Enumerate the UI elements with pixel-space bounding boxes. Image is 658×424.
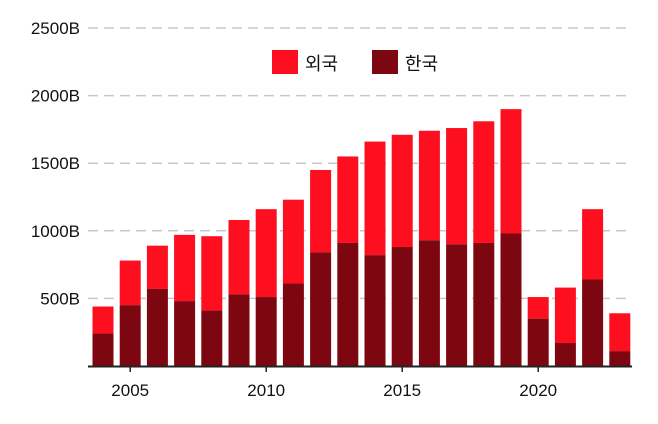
- bar-foreign-2004: [92, 306, 114, 334]
- bar-foreign-2010: [255, 209, 277, 298]
- y-tick-label: 2000B: [31, 87, 80, 106]
- bar-foreign-2007: [174, 234, 196, 302]
- bar-korea-2012: [310, 252, 332, 366]
- bar-foreign-2008: [201, 236, 223, 311]
- bar-foreign-2014: [364, 141, 386, 256]
- bar-foreign-2020: [527, 297, 549, 319]
- bar-korea-2021: [554, 343, 576, 366]
- bar-korea-2015: [391, 247, 413, 366]
- bar-foreign-2011: [282, 199, 304, 284]
- bar-foreign-2006: [146, 245, 168, 289]
- x-tick-label: 2010: [247, 381, 285, 400]
- bar-korea-2005: [119, 305, 141, 366]
- legend-label-korea: 한국: [405, 54, 438, 74]
- y-tick-label: 2500B: [31, 19, 80, 38]
- legend-label-foreign: 외국: [305, 54, 338, 74]
- y-tick-label: 500B: [40, 289, 80, 308]
- bar-foreign-2009: [228, 219, 250, 295]
- bar-korea-2018: [473, 242, 495, 366]
- bar-foreign-2021: [554, 287, 576, 344]
- x-axis-ticks: 2005 2010 2015 2020: [111, 366, 557, 400]
- bar-korea-2023: [609, 351, 631, 366]
- bar-foreign-2013: [337, 156, 359, 243]
- bar-korea-2020: [527, 318, 549, 366]
- bar-korea-2011: [282, 283, 304, 366]
- bar-korea-2010: [255, 297, 277, 366]
- bar-foreign-2005: [119, 260, 141, 306]
- bar-foreign-2016: [418, 130, 440, 241]
- y-tick-label: 1000B: [31, 222, 80, 241]
- bar-korea-2004: [92, 333, 114, 366]
- bar-korea-2016: [418, 240, 440, 366]
- legend-swatch-foreign: [272, 50, 298, 74]
- bar-korea-2009: [228, 294, 250, 366]
- bar-foreign-2017: [446, 128, 468, 245]
- bar-korea-2008: [201, 310, 223, 366]
- bars-group: [92, 109, 631, 366]
- bar-foreign-2023: [609, 313, 631, 352]
- bar-korea-2007: [174, 301, 196, 366]
- bar-foreign-2022: [582, 209, 604, 280]
- bar-foreign-2015: [391, 134, 413, 248]
- bar-foreign-2019: [500, 109, 522, 234]
- legend-swatch-korea: [372, 50, 398, 74]
- bar-foreign-2012: [310, 169, 332, 253]
- bar-korea-2019: [500, 233, 522, 366]
- y-tick-label: 1500B: [31, 154, 80, 173]
- x-tick-label: 2005: [111, 381, 149, 400]
- x-tick-label: 2015: [383, 381, 421, 400]
- bar-korea-2014: [364, 255, 386, 366]
- x-tick-label: 2020: [519, 381, 557, 400]
- legend: 외국 한국: [272, 50, 438, 74]
- bar-korea-2006: [146, 288, 168, 366]
- y-axis-ticks: 500B 1000B 1500B 2000B 2500B: [31, 19, 80, 308]
- bar-korea-2013: [337, 242, 359, 366]
- bar-korea-2022: [582, 279, 604, 366]
- bar-korea-2017: [446, 244, 468, 366]
- bar-foreign-2018: [473, 121, 495, 243]
- grid-lines: [88, 27, 632, 300]
